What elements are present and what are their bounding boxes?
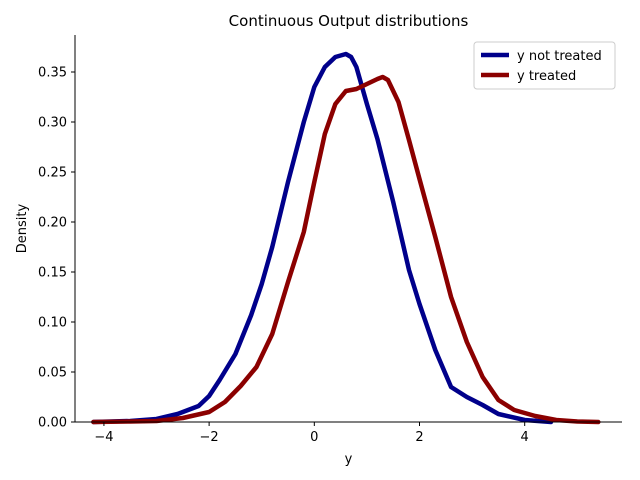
y-tick-label: 0.00 <box>38 416 67 431</box>
x-tick-label: 4 <box>521 430 529 445</box>
series-line-2 <box>91 74 601 425</box>
plot-area: −4 −2 0 2 4 0.00 0.05 0.10 0.15 0.20 0.25 0.30 0.35 <box>38 35 622 445</box>
x-axis-title: y <box>345 452 353 467</box>
x-tick-label: 2 <box>415 430 423 445</box>
x-tick-label: −4 <box>94 430 113 445</box>
y-tick-label: 0.30 <box>38 116 67 131</box>
y-tick-label: 0.25 <box>38 166 67 181</box>
y-axis-title: Density <box>15 203 30 253</box>
x-tick-label: −2 <box>200 430 219 445</box>
y-tick-label: 0.10 <box>38 316 67 331</box>
series-lines <box>91 51 601 425</box>
y-axis-ticks: 0.00 0.05 0.10 0.15 0.20 0.25 0.30 0.35 <box>38 66 75 431</box>
y-tick-label: 0.20 <box>38 216 67 231</box>
series-line-1 <box>91 51 554 425</box>
y-tick-label: 0.05 <box>38 366 67 381</box>
legend-label-2: y treated <box>517 69 576 84</box>
chart-title: Continuous Output distributions <box>229 12 469 30</box>
x-axis-ticks: −4 −2 0 2 4 <box>94 422 529 445</box>
x-tick-label: 0 <box>310 430 318 445</box>
y-tick-label: 0.15 <box>38 266 67 281</box>
y-tick-label: 0.35 <box>38 66 67 81</box>
legend: y not treated y treated <box>473 41 616 90</box>
legend-label-1: y not treated <box>517 49 602 64</box>
legend-box <box>473 41 616 90</box>
